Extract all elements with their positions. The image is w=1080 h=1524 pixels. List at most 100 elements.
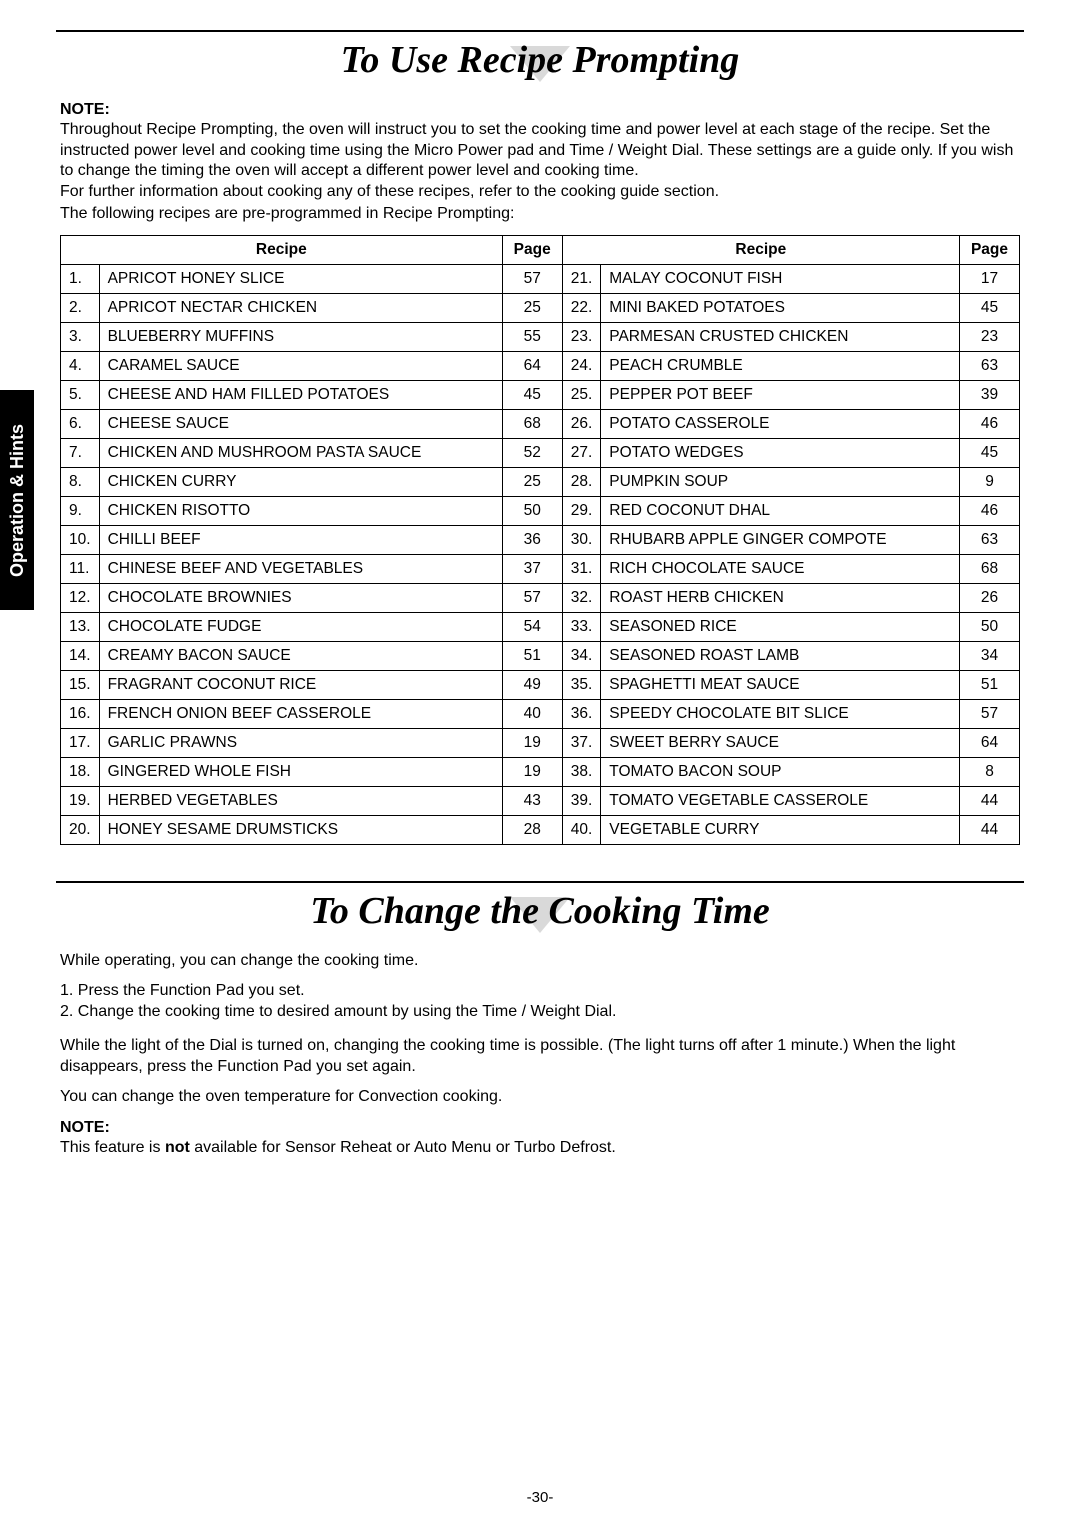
recipe-cell: VEGETABLE CURRY (601, 815, 960, 844)
recipe-cell: CHICKEN CURRY (99, 467, 502, 496)
num-cell: 31. (562, 554, 601, 583)
table-row: 2.APRICOT NECTAR CHICKEN2522.MINI BAKED … (61, 293, 1020, 322)
s2-p3: You can change the oven temperature for … (60, 1087, 1020, 1107)
num-cell: 39. (562, 786, 601, 815)
num-cell: 36. (562, 699, 601, 728)
recipe-cell: CHILLI BEEF (99, 525, 502, 554)
num-cell: 9. (61, 496, 100, 525)
side-tab: Operation & Hints (0, 390, 34, 610)
table-row: 12.CHOCOLATE BROWNIES5732.ROAST HERB CHI… (61, 583, 1020, 612)
heading-change-time: To Change the Cooking Time (60, 889, 1020, 933)
page-cell: 34 (960, 641, 1020, 670)
page-cell: 54 (502, 612, 562, 641)
page-cell: 64 (502, 351, 562, 380)
page-cell: 49 (502, 670, 562, 699)
page-cell: 44 (960, 815, 1020, 844)
recipe-cell: POTATO CASSEROLE (601, 409, 960, 438)
num-cell: 20. (61, 815, 100, 844)
table-row: 17.GARLIC PRAWNS1937.SWEET BERRY SAUCE64 (61, 728, 1020, 757)
table-row: 16.FRENCH ONION BEEF CASSEROLE4036.SPEED… (61, 699, 1020, 728)
s2-step2: 2. Change the cooking time to desired am… (60, 1003, 616, 1020)
num-cell: 3. (61, 322, 100, 351)
page-cell: 64 (960, 728, 1020, 757)
page-cell: 52 (502, 438, 562, 467)
recipe-cell: HERBED VEGETABLES (99, 786, 502, 815)
note2-a: This feature is (60, 1139, 165, 1156)
num-cell: 6. (61, 409, 100, 438)
note-body-1: Throughout Recipe Prompting, the oven wi… (60, 121, 1013, 179)
th-page-r: Page (960, 235, 1020, 264)
page-cell: 23 (960, 322, 1020, 351)
num-cell: 1. (61, 264, 100, 293)
recipe-cell: CHEESE AND HAM FILLED POTATOES (99, 380, 502, 409)
page-cell: 50 (502, 496, 562, 525)
num-cell: 5. (61, 380, 100, 409)
num-cell: 11. (61, 554, 100, 583)
recipe-table: Recipe Page Recipe Page 1.APRICOT HONEY … (60, 235, 1020, 845)
recipe-cell: CHOCOLATE FUDGE (99, 612, 502, 641)
num-cell: 28. (562, 467, 601, 496)
num-cell: 30. (562, 525, 601, 554)
page-cell: 51 (502, 641, 562, 670)
num-cell: 2. (61, 293, 100, 322)
recipe-cell: SWEET BERRY SAUCE (601, 728, 960, 757)
num-cell: 24. (562, 351, 601, 380)
recipe-cell: MINI BAKED POTATOES (601, 293, 960, 322)
th-page-l: Page (502, 235, 562, 264)
recipe-cell: GINGERED WHOLE FISH (99, 757, 502, 786)
note-label-2: NOTE: (60, 1119, 110, 1136)
recipe-cell: FRAGRANT COCONUT RICE (99, 670, 502, 699)
table-row: 1.APRICOT HONEY SLICE5721.MALAY COCONUT … (61, 264, 1020, 293)
page-cell: 25 (502, 467, 562, 496)
num-cell: 7. (61, 438, 100, 467)
recipe-cell: APRICOT NECTAR CHICKEN (99, 293, 502, 322)
table-row: 14.CREAMY BACON SAUCE5134.SEASONED ROAST… (61, 641, 1020, 670)
page-cell: 68 (502, 409, 562, 438)
intro-text: The following recipes are pre-programmed… (60, 204, 1020, 224)
recipe-cell: APRICOT HONEY SLICE (99, 264, 502, 293)
num-cell: 15. (61, 670, 100, 699)
table-row: 15.FRAGRANT COCONUT RICE4935.SPAGHETTI M… (61, 670, 1020, 699)
num-cell: 16. (61, 699, 100, 728)
page-cell: 43 (502, 786, 562, 815)
recipe-cell: BLUEBERRY MUFFINS (99, 322, 502, 351)
recipe-cell: SPEEDY CHOCOLATE BIT SLICE (601, 699, 960, 728)
note2-bold: not (165, 1139, 190, 1156)
recipe-cell: SEASONED ROAST LAMB (601, 641, 960, 670)
page-cell: 39 (960, 380, 1020, 409)
page-cell: 19 (502, 728, 562, 757)
num-cell: 13. (61, 612, 100, 641)
page-cell: 45 (502, 380, 562, 409)
num-cell: 23. (562, 322, 601, 351)
num-cell: 38. (562, 757, 601, 786)
page-cell: 36 (502, 525, 562, 554)
recipe-cell: CHICKEN AND MUSHROOM PASTA SAUCE (99, 438, 502, 467)
table-row: 10.CHILLI BEEF3630.RHUBARB APPLE GINGER … (61, 525, 1020, 554)
rule-2 (56, 881, 1024, 883)
num-cell: 14. (61, 641, 100, 670)
recipe-cell: TOMATO BACON SOUP (601, 757, 960, 786)
num-cell: 34. (562, 641, 601, 670)
note2-b: available for Sensor Reheat or Auto Menu… (190, 1139, 616, 1156)
table-row: 3.BLUEBERRY MUFFINS5523.PARMESAN CRUSTED… (61, 322, 1020, 351)
page-cell: 51 (960, 670, 1020, 699)
page-cell: 50 (960, 612, 1020, 641)
page-cell: 46 (960, 409, 1020, 438)
page-cell: 25 (502, 293, 562, 322)
recipe-cell: MALAY COCONUT FISH (601, 264, 960, 293)
page-cell: 63 (960, 525, 1020, 554)
page-cell: 8 (960, 757, 1020, 786)
page-cell: 40 (502, 699, 562, 728)
recipe-cell: TOMATO VEGETABLE CASSEROLE (601, 786, 960, 815)
recipe-cell: GARLIC PRAWNS (99, 728, 502, 757)
table-row: 9.CHICKEN RISOTTO5029.RED COCONUT DHAL46 (61, 496, 1020, 525)
page-cell: 46 (960, 496, 1020, 525)
page-cell: 57 (502, 264, 562, 293)
recipe-cell: RICH CHOCOLATE SAUCE (601, 554, 960, 583)
page-cell: 37 (502, 554, 562, 583)
page-cell: 57 (960, 699, 1020, 728)
recipe-cell: PEPPER POT BEEF (601, 380, 960, 409)
num-cell: 33. (562, 612, 601, 641)
note-label-1: NOTE: (60, 101, 110, 118)
page-cell: 9 (960, 467, 1020, 496)
